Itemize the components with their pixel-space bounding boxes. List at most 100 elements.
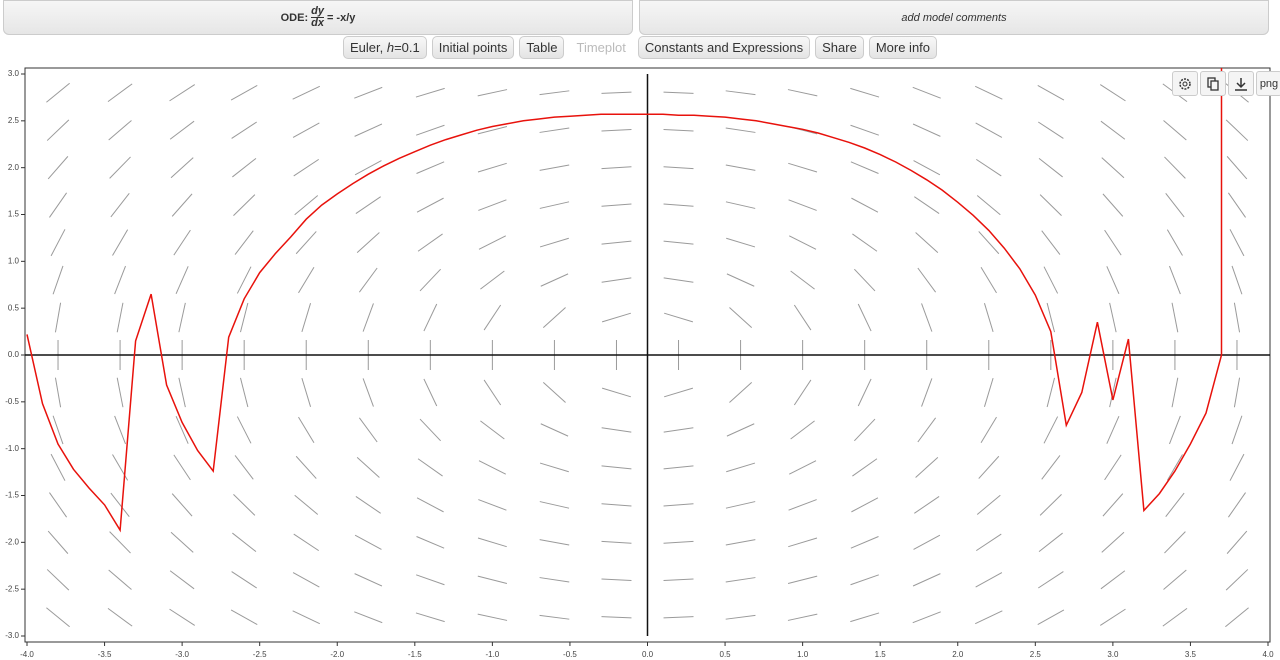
slope-segment xyxy=(236,266,252,294)
slope-segment xyxy=(978,455,1000,479)
slope-segment xyxy=(725,501,756,509)
slope-segment xyxy=(539,164,570,171)
slope-segment xyxy=(601,203,632,207)
slope-segment xyxy=(234,230,254,255)
slope-segment xyxy=(477,126,508,135)
slope-segment xyxy=(46,569,70,591)
settings-button[interactable] xyxy=(1172,71,1198,96)
slope-segment xyxy=(1041,230,1061,255)
slope-segment xyxy=(478,460,506,475)
slope-segment xyxy=(107,83,133,103)
y-tick-label: 3.0 xyxy=(8,69,20,78)
slope-segment xyxy=(1041,455,1061,480)
slope-segment xyxy=(601,427,632,433)
slope-segment xyxy=(294,494,319,515)
slope-segment xyxy=(976,494,1001,515)
slope-segment xyxy=(980,416,997,444)
slope-segment xyxy=(358,417,378,443)
slope-segment xyxy=(230,609,258,626)
x-tick-label: -4.0 xyxy=(20,650,34,659)
toolbar-button[interactable]: Share xyxy=(815,36,864,59)
slope-segment xyxy=(1037,609,1065,626)
slope-segment xyxy=(850,574,879,586)
slope-segment xyxy=(114,265,126,295)
slope-segment xyxy=(169,608,195,626)
slope-segment xyxy=(298,416,315,444)
toolbar-button[interactable]: More info xyxy=(868,36,938,59)
slope-segment xyxy=(1171,302,1179,333)
slope-segment xyxy=(789,460,817,475)
slope-segment xyxy=(912,123,941,137)
download-button[interactable] xyxy=(1228,71,1254,96)
slope-segment xyxy=(1043,266,1059,294)
slope-segment xyxy=(539,501,570,509)
png-button[interactable]: png xyxy=(1256,71,1280,96)
slope-segment xyxy=(108,569,132,590)
slope-segment xyxy=(539,577,570,583)
x-tick-label: -1.5 xyxy=(408,650,422,659)
slope-segment xyxy=(416,124,445,136)
slope-segment xyxy=(912,611,941,624)
slope-segment xyxy=(52,265,64,295)
slope-segment xyxy=(239,302,249,333)
method-button[interactable]: Euler, h=0.1 xyxy=(342,36,427,59)
slope-segment xyxy=(1231,415,1243,445)
slope-segment xyxy=(54,302,62,333)
slope-segment xyxy=(1225,119,1249,141)
slope-segment xyxy=(477,613,508,621)
slope-segment xyxy=(47,530,69,554)
slope-segment xyxy=(1165,192,1185,218)
slope-segment xyxy=(542,382,566,403)
slope-segment xyxy=(293,158,319,177)
slope-segment xyxy=(664,387,694,398)
slope-segment xyxy=(362,378,374,407)
slope-segment xyxy=(1163,120,1187,141)
slope-segment xyxy=(539,462,569,473)
slope-segment xyxy=(46,607,70,628)
slope-segment xyxy=(725,539,756,546)
slope-segment xyxy=(663,91,694,94)
ode-fraction: dy dx xyxy=(311,6,324,29)
ode-input[interactable]: ODE: dy dx = -x/y xyxy=(3,0,633,35)
slope-segment xyxy=(480,420,505,440)
slope-segment xyxy=(601,128,632,132)
slope-segment xyxy=(726,273,755,287)
slope-segment xyxy=(417,458,443,477)
slope-segment xyxy=(354,611,383,624)
toolbar-button[interactable]: Initial points xyxy=(431,36,515,59)
slope-segment xyxy=(917,267,937,293)
slope-segment xyxy=(793,304,812,331)
slope-segment xyxy=(914,496,940,514)
slope-segment xyxy=(663,578,694,582)
slope-segment xyxy=(851,497,879,513)
slope-segment xyxy=(423,303,438,332)
slope-segment xyxy=(107,607,133,627)
slope-segment xyxy=(790,420,815,440)
button-row: Euler, h=0.1 Initial points Table Timeplot… xyxy=(0,36,1280,59)
slope-segment xyxy=(913,160,941,176)
slope-segment xyxy=(1046,302,1056,333)
y-tick-label: 0.0 xyxy=(8,350,20,359)
slope-field xyxy=(46,82,1249,628)
ode-denominator: dx xyxy=(311,17,324,29)
step-value: =0.1 xyxy=(394,40,420,55)
slope-segment xyxy=(233,194,256,216)
slope-segment xyxy=(423,378,438,407)
slope-segment xyxy=(356,456,380,478)
slope-segment xyxy=(1101,531,1125,553)
ode-prefix: ODE: xyxy=(280,11,309,24)
slope-segment xyxy=(356,232,380,254)
toolbar-button[interactable]: Table xyxy=(519,36,565,59)
slope-segment xyxy=(169,84,195,102)
copy-button[interactable] xyxy=(1200,71,1226,96)
slope-segment xyxy=(1100,570,1126,590)
comments-input[interactable]: add model comments xyxy=(639,0,1269,35)
slope-segment xyxy=(975,610,1003,625)
slope-segment xyxy=(477,575,508,584)
slope-segment xyxy=(663,540,694,544)
slope-segment xyxy=(178,377,186,408)
slope-segment xyxy=(601,578,632,582)
slope-segment xyxy=(787,89,818,97)
toolbar-button[interactable]: Constants and Expressions xyxy=(637,36,811,59)
